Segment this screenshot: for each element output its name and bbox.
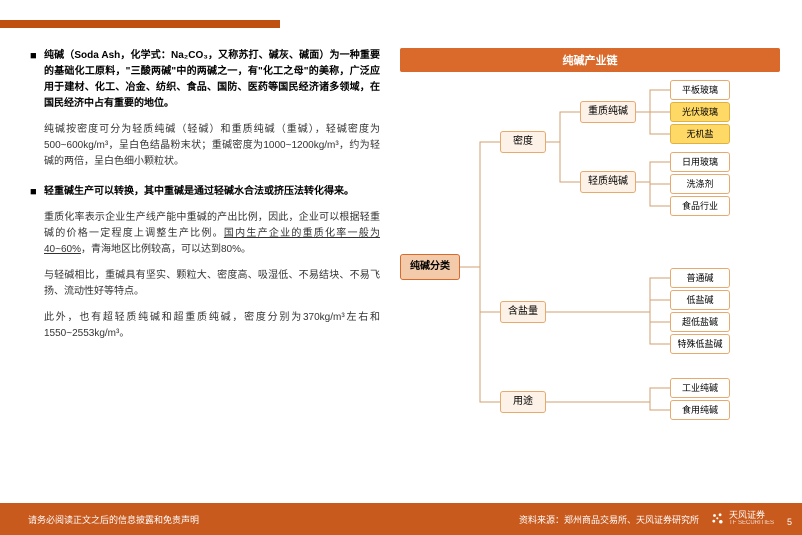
paragraph-4: 重质化率表示企业生产线产能中重碱的产出比例，因此，企业可以根据轻重碱的价格一定程…: [44, 210, 380, 258]
bullet-icon: ■: [30, 184, 44, 200]
leaf-special-low-salt: 特殊低盐碱: [670, 334, 730, 354]
logo-icon: [711, 512, 725, 526]
bullet-icon: ■: [30, 48, 44, 112]
leaf-pv-glass: 光伏玻璃: [670, 102, 730, 122]
paragraph-5: 与轻碱相比，重碱具有坚实、颗粒大、密度高、吸湿低、不易结块、不易飞扬、流动性好等…: [44, 268, 380, 300]
tree-diagram: 纯碱分类 密度 含盐量 用途 重质纯碱 轻质纯碱 平板玻璃 光伏玻璃 无机盐 日…: [400, 82, 780, 452]
leaf-flat-glass: 平板玻璃: [670, 80, 730, 100]
logo-text-en: TF SECURITIES: [729, 520, 774, 527]
node-heavy: 重质纯碱: [580, 101, 636, 123]
leaf-low-salt: 低盐碱: [670, 290, 730, 310]
footer-disclaimer: 请务必阅读正文之后的信息披露和免责声明: [28, 513, 199, 526]
node-cat-use: 用途: [500, 391, 546, 413]
leaf-food: 食品行业: [670, 196, 730, 216]
chart-area: 纯碱产业链 纯碱分类 密度: [400, 48, 780, 452]
footer-source: 资料来源：郑州商品交易所、天风证券研究所: [519, 513, 699, 526]
leaf-detergent: 洗涤剂: [670, 174, 730, 194]
leaf-inorganic-salt: 无机盐: [670, 124, 730, 144]
node-root: 纯碱分类: [400, 254, 460, 280]
logo-text-cn: 天风证券: [729, 511, 774, 520]
leaf-normal-alkali: 普通碱: [670, 268, 730, 288]
text-content: ■ 纯碱（Soda Ash，化学式：Na₂CO₃，又称苏打、碱灰、碱面）为一种重…: [30, 48, 380, 342]
chart-title: 纯碱产业链: [400, 48, 780, 72]
node-cat-density: 密度: [500, 131, 546, 153]
paragraph-1: 纯碱（Soda Ash，化学式：Na₂CO₃，又称苏打、碱灰、碱面）为一种重要的…: [44, 48, 380, 112]
paragraph-3: 轻重碱生产可以转换，其中重碱是通过轻碱水合法或挤压法转化得来。: [44, 184, 354, 200]
paragraph-6: 此外，也有超轻质纯碱和超重质纯碱，密度分别为370kg/m³左右和1550~25…: [44, 310, 380, 342]
paragraph-2: 纯碱按密度可分为轻质纯碱（轻碱）和重质纯碱（重碱），轻碱密度为500~600kg…: [44, 122, 380, 170]
page-number: 5: [787, 517, 792, 527]
leaf-daily-glass: 日用玻璃: [670, 152, 730, 172]
node-light: 轻质纯碱: [580, 171, 636, 193]
leaf-ultra-low-salt: 超低盐碱: [670, 312, 730, 332]
top-accent-bar: [0, 20, 280, 28]
logo: 天风证券 TF SECURITIES: [711, 511, 774, 527]
leaf-industrial: 工业纯碱: [670, 378, 730, 398]
footer-bar: 请务必阅读正文之后的信息披露和免责声明 资料来源：郑州商品交易所、天风证券研究所…: [0, 503, 802, 535]
leaf-edible: 食用纯碱: [670, 400, 730, 420]
node-cat-salt: 含盐量: [500, 301, 546, 323]
